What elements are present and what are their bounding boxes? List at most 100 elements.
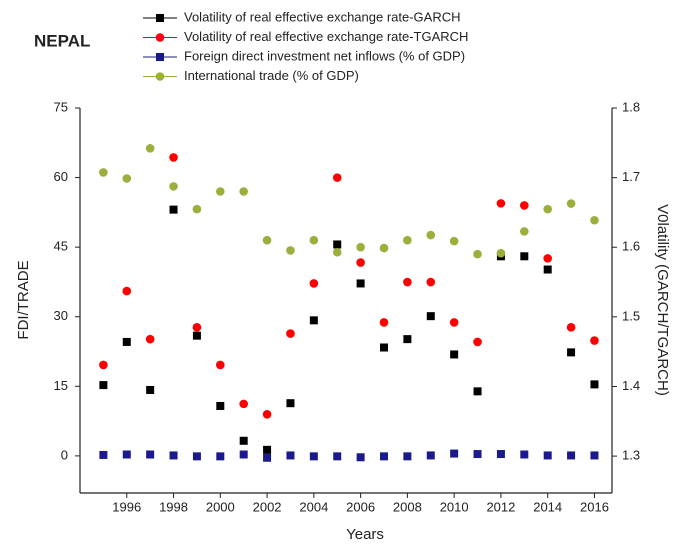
data-point	[590, 451, 599, 460]
data-point	[332, 173, 342, 182]
data-point	[450, 449, 459, 458]
data-point	[590, 215, 599, 225]
legend-marker	[155, 33, 165, 42]
data-point	[380, 343, 388, 352]
data-point	[216, 452, 225, 461]
data-point	[309, 235, 319, 245]
chart-title: NEPAL	[34, 31, 90, 50]
data-point	[473, 249, 482, 259]
data-point	[216, 360, 225, 370]
data-point	[122, 174, 132, 183]
data-point	[520, 252, 529, 261]
data-point	[403, 277, 412, 287]
y2-tick-label: 1.5	[622, 308, 640, 323]
data-point	[356, 258, 365, 267]
data-point	[403, 452, 412, 461]
data-point	[567, 451, 576, 460]
legend-label: Volatility of real effective exchange ra…	[184, 29, 468, 44]
data-point	[380, 452, 388, 461]
y2-tick-label: 1.7	[622, 169, 640, 184]
x-tick-label: 2014	[533, 499, 562, 514]
data-point	[99, 360, 108, 370]
data-point	[192, 331, 201, 340]
x-tick-label: 1998	[159, 499, 188, 514]
data-point	[566, 323, 576, 332]
data-point	[543, 254, 552, 263]
data-point	[263, 445, 272, 454]
data-point	[239, 450, 248, 459]
data-point	[379, 318, 389, 327]
legend-marker	[156, 14, 164, 22]
data-point	[263, 453, 272, 462]
data-point	[473, 337, 482, 347]
legend-label: Volatility of real effective exchange ra…	[184, 9, 461, 24]
x-tick-label: 2006	[346, 499, 375, 514]
data-point	[146, 450, 155, 459]
data-point	[286, 399, 295, 408]
data-point	[426, 230, 436, 240]
data-point	[145, 334, 155, 344]
data-point	[590, 380, 599, 389]
y-tick-label: 0	[61, 447, 68, 462]
data-point	[567, 348, 576, 357]
data-point	[99, 168, 108, 177]
x-tick-label: 2004	[299, 499, 328, 514]
data-point	[449, 318, 459, 327]
data-point	[566, 199, 576, 208]
data-point	[169, 153, 178, 162]
data-point	[379, 243, 389, 253]
legend-label: International trade (% of GDP)	[184, 68, 359, 83]
data-point	[309, 452, 318, 461]
data-point	[309, 279, 319, 288]
data-point	[356, 279, 365, 288]
x-axis-title: Years	[346, 526, 384, 543]
legend-marker	[156, 53, 164, 61]
y-tick-label: 30	[54, 308, 68, 323]
data-point	[543, 204, 552, 214]
data-point	[333, 240, 342, 249]
data-point	[262, 235, 272, 245]
x-tick-label: 2016	[580, 499, 609, 514]
y-tick-label: 75	[54, 99, 68, 114]
data-point	[543, 265, 552, 274]
y2-tick-label: 1.3	[622, 448, 640, 463]
data-point	[426, 451, 435, 460]
data-point	[145, 144, 155, 153]
data-point	[99, 450, 108, 459]
data-point	[216, 187, 225, 196]
data-point	[262, 410, 272, 419]
data-point	[309, 316, 318, 325]
data-point	[450, 350, 459, 359]
data-point	[356, 453, 365, 462]
data-point	[332, 247, 342, 257]
data-point	[496, 199, 506, 208]
data-point	[590, 336, 599, 345]
data-point	[169, 182, 178, 191]
data-point	[286, 451, 295, 460]
data-point	[426, 312, 435, 321]
data-point	[192, 323, 202, 332]
data-point	[99, 381, 108, 390]
legend-label: Foreign direct investment net inflows (%…	[184, 48, 465, 63]
data-point	[122, 286, 132, 296]
data-point	[122, 450, 131, 459]
data-point	[473, 450, 482, 459]
data-point	[192, 204, 202, 214]
y-tick-label: 60	[54, 169, 68, 184]
x-tick-label: 2002	[253, 499, 282, 514]
data-point	[239, 436, 248, 445]
data-point	[239, 187, 248, 196]
data-point	[496, 450, 505, 459]
data-point	[192, 452, 201, 461]
data-point	[146, 385, 155, 394]
x-tick-label: 1996	[112, 499, 141, 514]
x-tick-label: 2000	[206, 499, 235, 514]
data-point	[426, 277, 436, 287]
data-point	[520, 227, 529, 236]
data-point	[169, 451, 178, 460]
data-point	[403, 335, 412, 344]
x-tick-label: 2010	[440, 499, 469, 514]
y2-tick-label: 1.6	[622, 239, 640, 254]
data-point	[122, 337, 131, 346]
data-point	[356, 242, 365, 252]
